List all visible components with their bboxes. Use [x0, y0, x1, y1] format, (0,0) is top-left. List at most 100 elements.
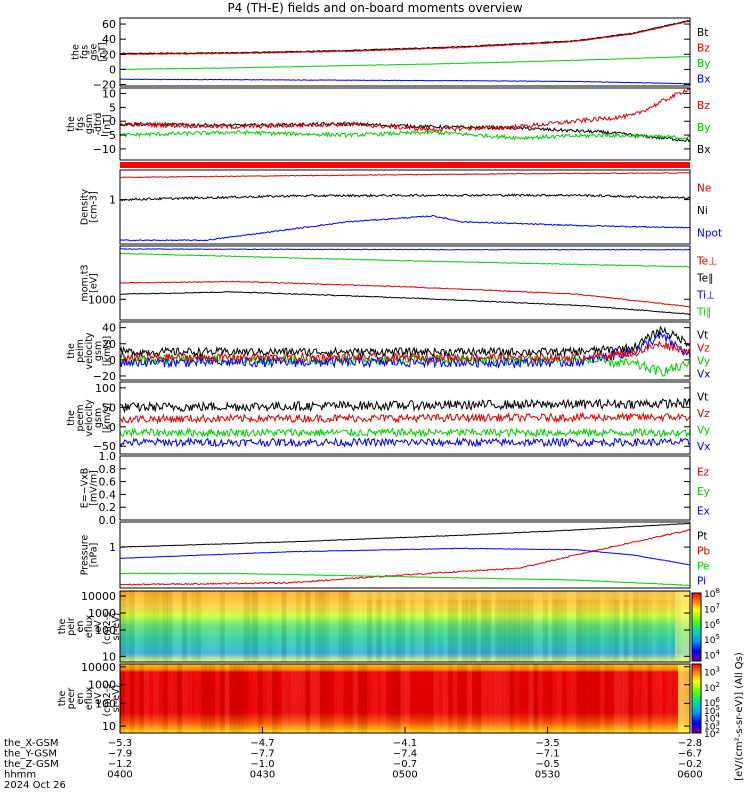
legend-entry: Bx: [697, 144, 710, 156]
spectrogram-texture: [671, 664, 677, 733]
x-tick-label: −5.3: [108, 738, 132, 749]
spectrogram-texture: [438, 591, 443, 662]
spectrogram-texture: [514, 664, 519, 733]
spectrogram-texture: [348, 664, 354, 733]
spectrogram-texture: [253, 664, 259, 733]
spectrogram-texture: [618, 591, 624, 662]
y-tick-label: 20: [102, 48, 116, 61]
spectrogram-texture: [272, 591, 277, 662]
spectrogram-texture: [495, 664, 501, 733]
spectrogram-texture: [348, 591, 353, 662]
spectrogram-texture: [291, 591, 297, 662]
panel-density: 1 Density[cm-3] Ne Ni Npot: [80, 169, 722, 245]
spectrogram-texture: [181, 664, 187, 733]
spectrogram-texture: [390, 664, 396, 733]
spectrogram-texture: [205, 664, 211, 733]
spectrogram-texture: [415, 664, 420, 733]
spectrogram-texture: [585, 664, 591, 733]
spectrogram-texture: [367, 591, 373, 662]
y-tick-label: 0: [109, 421, 116, 434]
series-line-Ni: [119, 193, 691, 202]
y-axis-label: en: [75, 693, 86, 705]
y-tick-label: −50: [93, 440, 116, 453]
x-tick-label: −7.7: [250, 749, 274, 760]
colorbar-lower: [691, 663, 702, 734]
panel-pressure: 1 Pressure[nPa] Pt Pb Pe Pi: [80, 521, 710, 589]
spectrogram-texture: [638, 664, 643, 733]
spectrogram-texture: [129, 591, 135, 662]
legend-entry: Vz: [697, 408, 710, 420]
spectrogram-texture: [153, 664, 159, 733]
spectrogram-texture: [495, 591, 501, 662]
y-tick-label: 40: [102, 322, 116, 335]
legend-entry: Vt: [697, 391, 708, 403]
y-axis-label: peir: [66, 617, 77, 636]
y-axis-label: [cm-3]: [89, 191, 100, 222]
spectrogram-texture: [542, 591, 548, 662]
spectrogram-texture: [562, 664, 567, 733]
spectrogram-texture: [395, 591, 401, 662]
y-tick-label: 10000: [81, 661, 116, 674]
spectrogram-texture: [452, 664, 458, 733]
spectrogram-texture: [210, 591, 216, 662]
spectrogram-edge: [678, 664, 690, 733]
spectrogram-texture: [210, 664, 216, 733]
x-tick-label: 0530: [535, 770, 560, 781]
x-tick-label: −4.1: [393, 738, 417, 749]
spectrogram-texture: [571, 591, 577, 662]
legend-entry: Ex: [697, 505, 710, 517]
spectrogram-texture: [305, 664, 311, 733]
y-tick-label: 0.6: [99, 476, 117, 489]
spectrogram-texture: [481, 664, 487, 733]
x-tick-label: −2.8: [678, 738, 702, 749]
y-axis-label: eflux: [84, 686, 95, 710]
spectrogram-texture: [628, 664, 634, 733]
x-tick-label: 0500: [392, 770, 417, 781]
spectrogram-texture: [434, 591, 439, 662]
status-bar: [120, 162, 690, 168]
y-tick-label: 1000: [88, 293, 116, 306]
spectrogram-texture: [533, 591, 539, 662]
spectrogram-texture: [400, 591, 406, 662]
spectrogram-texture: [400, 664, 406, 733]
spectrogram-texture: [162, 591, 168, 662]
y-tick-label: 0: [109, 354, 116, 367]
spectrogram-texture: [438, 664, 444, 733]
y-axis-label: [nT]: [102, 114, 113, 133]
y-axis-label: gsm: [93, 341, 104, 361]
y-axis-label: peim: [75, 339, 86, 363]
spectrogram-texture: [158, 591, 163, 662]
y-axis-label: [km/s]: [102, 336, 113, 366]
spectrogram-texture: [277, 664, 282, 733]
colorbar-upper: [691, 592, 702, 662]
legend-entry: Pt: [697, 531, 707, 543]
panel-frame: [119, 455, 691, 521]
spectrogram-texture: [523, 591, 529, 662]
spectrogram-texture: [656, 664, 662, 733]
spectrogram-texture: [633, 664, 638, 733]
spectrogram-texture: [600, 591, 605, 662]
x-row-label: the_Z-GSM: [4, 759, 59, 770]
y-axis-label: the: [71, 44, 82, 60]
legend-entry: Ez: [697, 467, 710, 479]
series-line-Vz: [119, 340, 691, 364]
spectrogram-texture: [205, 591, 211, 662]
y-axis-label: [km/s]: [102, 403, 113, 433]
y-tick-label: −5: [100, 129, 116, 142]
spectrogram-texture: [229, 591, 235, 662]
y-tick-label: 5: [109, 101, 116, 114]
y-axis-label: en: [75, 621, 86, 633]
spectrogram-texture: [471, 591, 477, 662]
spectrogram-texture: [405, 664, 411, 733]
y-axis-label: the: [57, 619, 68, 635]
panel-bg-fgs_gse: [120, 18, 690, 86]
spectrogram-texture: [196, 664, 202, 733]
spectrogram-texture: [134, 591, 140, 662]
spectrogram-texture: [500, 591, 506, 662]
figure-title: P4 (TH-E) fields and on-board moments ov…: [227, 1, 523, 15]
legend-entry: Pb: [697, 546, 710, 558]
y-tick-label: 50: [102, 401, 116, 414]
spectrogram-texture: [258, 591, 263, 662]
spectrogram-texture: [386, 664, 391, 733]
